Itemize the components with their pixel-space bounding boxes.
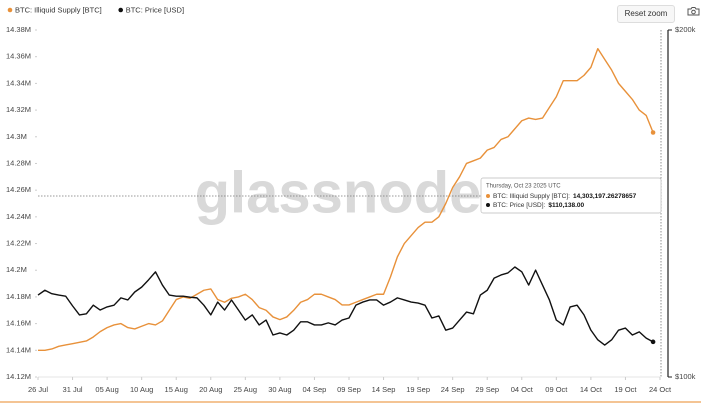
y-tick-label: 14.2M — [6, 265, 27, 274]
tooltip-marker — [486, 194, 490, 198]
x-tick-label: 19 Sep — [406, 385, 430, 394]
tooltip-value: $110,138.00 — [548, 202, 584, 209]
y-tick-label: 14.16M — [6, 319, 31, 328]
x-tick-label: 15 Aug — [165, 385, 188, 394]
y-tick-label: 14.3M — [6, 132, 27, 141]
y2-tick-label: $200k — [675, 25, 696, 34]
y-tick-label: 14.22M — [6, 239, 31, 248]
y-tick-label: 14.14M — [6, 345, 31, 354]
x-tick-label: 19 Oct — [614, 385, 637, 394]
legend-marker — [7, 7, 13, 13]
x-tick-label: 25 Aug — [234, 385, 257, 394]
camera-lens — [691, 9, 696, 15]
x-tick-label: 14 Oct — [580, 385, 603, 394]
series-line — [38, 47, 654, 352]
y-tick-label: 14.28M — [6, 158, 31, 167]
reset-zoom-button[interactable]: Reset zoom — [617, 5, 675, 23]
watermark: glassnode — [195, 160, 482, 225]
tooltip-label: BTC: Price [USD]: — [493, 202, 546, 209]
x-tick-label: 04 Sep — [303, 385, 327, 394]
tooltip: Thursday, Oct 23 2025 UTC BTC: Illiquid S… — [480, 177, 662, 214]
x-tick-label: 05 Aug — [95, 385, 118, 394]
tooltip-value: 14,303,197.26278657 — [573, 193, 637, 200]
camera-icon[interactable] — [687, 7, 700, 16]
y-tick-label: 14.32M — [6, 105, 31, 114]
x-tick-label: 31 Jul — [63, 385, 83, 394]
legend-marker — [118, 7, 124, 13]
legend-label: BTC: Illiquid Supply [BTC] — [15, 5, 102, 14]
tooltip-title: Thursday, Oct 23 2025 UTC — [486, 184, 561, 190]
hover-point — [650, 339, 656, 345]
y-tick-label: 14.26M — [6, 185, 31, 194]
x-tick-label: 24 Sep — [441, 385, 465, 394]
y-tick-label: 14.38M — [6, 25, 31, 34]
x-tick-label: 26 Jul — [28, 385, 48, 394]
x-tick-label: 14 Sep — [372, 385, 396, 394]
x-tick-label: 24 Oct — [649, 385, 672, 394]
x-tick-label: 29 Sep — [475, 385, 499, 394]
y2-tick-label: $100k — [675, 372, 696, 381]
y-tick-label: 14.34M — [6, 78, 31, 87]
x-tick-label: 04 Oct — [511, 385, 534, 394]
x-tick-label: 30 Aug — [268, 385, 291, 394]
x-tick-label: 09 Sep — [337, 385, 361, 394]
x-tick-label: 20 Aug — [199, 385, 222, 394]
series-line — [37, 266, 654, 346]
tooltip-marker — [486, 203, 490, 207]
legend-label: BTC: Price [USD] — [126, 5, 184, 14]
hover-point — [650, 130, 656, 135]
y-tick-label: 14.12M — [6, 372, 31, 381]
x-tick-label: 09 Oct — [545, 385, 568, 394]
tooltip-label: BTC: Illiquid Supply [BTC]: — [493, 193, 570, 200]
y-tick-label: 14.24M — [6, 212, 31, 221]
x-tick-label: 10 Aug — [130, 385, 153, 394]
y-tick-label: 14.36M — [6, 52, 31, 61]
y-tick-label: 14.18M — [6, 292, 31, 301]
tooltip-box — [480, 177, 662, 214]
